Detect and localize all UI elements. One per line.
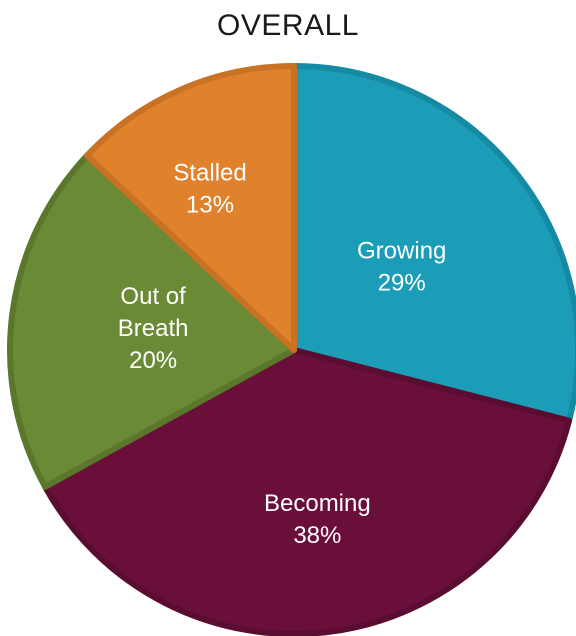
pie-slices: [7, 63, 576, 636]
pie-slice-becoming: [42, 347, 573, 636]
slice-label-becoming: Becoming 38%: [264, 490, 371, 549]
pie-slice-growing: [291, 63, 576, 424]
pie-slice-out-of-breath: [7, 152, 297, 490]
slice-label-stalled: Stalled 13%: [173, 159, 246, 218]
slice-label-out-of-breath: Out of Breath 20%: [118, 283, 189, 374]
pie-labels: Growing 29% Becoming 38% Out of Breath 20% Stal…: [118, 159, 447, 549]
pie-slice-stalled: [83, 63, 297, 353]
chart-title: OVERALL: [217, 9, 359, 42]
slice-label-growing: Growing 29%: [357, 237, 446, 296]
